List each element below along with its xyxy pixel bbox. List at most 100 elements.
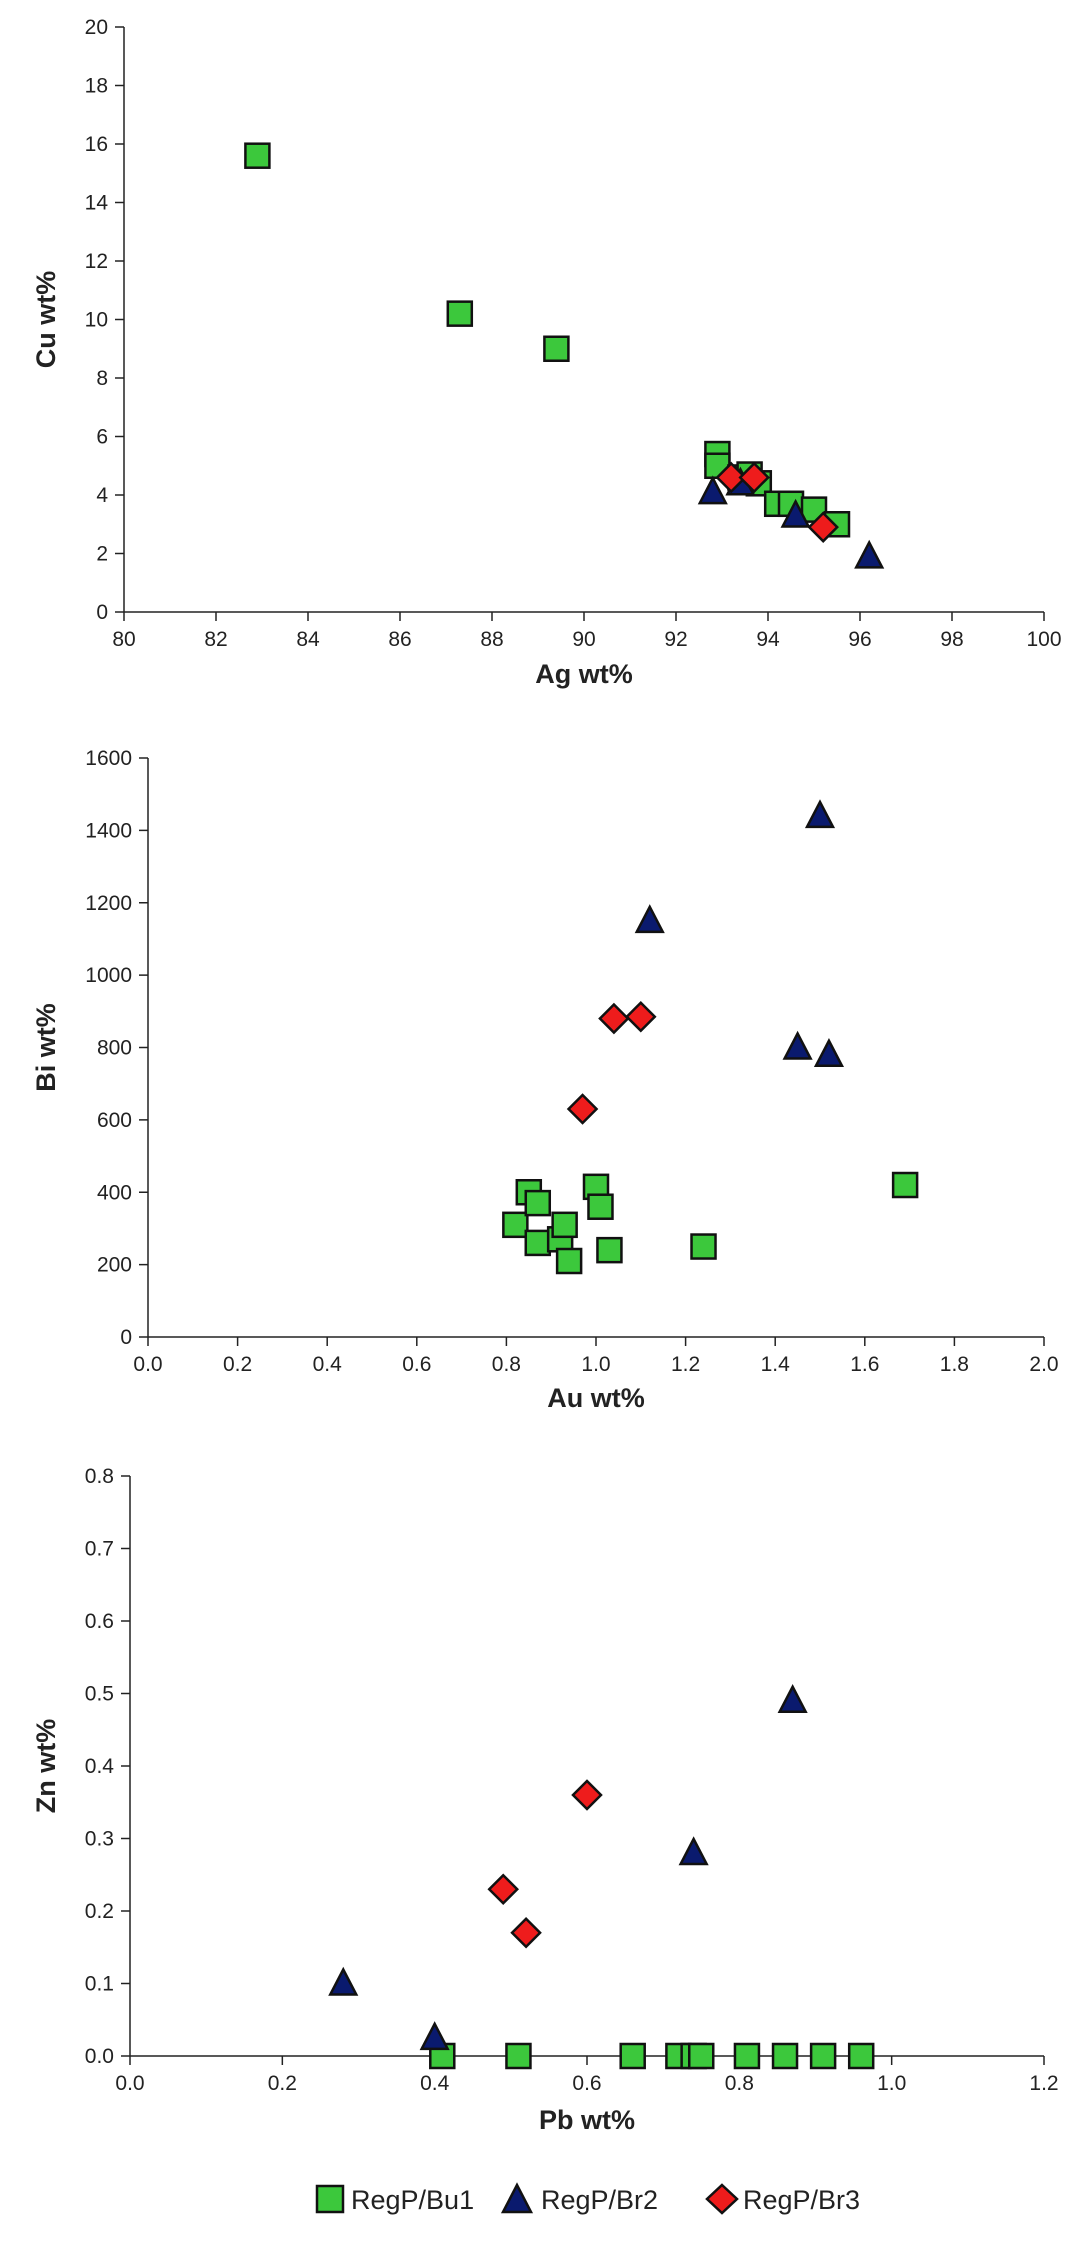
x-tick-label: 0.8 <box>725 2072 754 2095</box>
y-tick-label: 16 <box>85 133 108 156</box>
point-bu1 <box>809 2042 837 2070</box>
x-tick-label: 82 <box>204 628 227 651</box>
point-bu1 <box>505 2042 532 2070</box>
y-tick-label: 0.0 <box>85 2045 114 2068</box>
series-br3 <box>487 1779 603 1949</box>
x-tick-label: 80 <box>112 628 135 651</box>
x-tick-label: 100 <box>1026 628 1061 651</box>
x-tick-label: 0.6 <box>402 1353 431 1376</box>
series-bu1 <box>429 2042 875 2070</box>
x-tick-label: 88 <box>480 628 503 651</box>
y-tick-label: 200 <box>97 1254 132 1277</box>
x-axis-title: Au wt% <box>547 1383 645 1413</box>
series-bu1 <box>502 1171 919 1275</box>
point-bu1 <box>244 142 271 169</box>
point-br2 <box>780 498 811 528</box>
point-br3 <box>807 511 839 543</box>
x-tick-label: 86 <box>388 628 411 651</box>
y-tick-label: 20 <box>85 16 108 39</box>
x-tick-label: 1.4 <box>761 1353 791 1376</box>
legend-marker-square <box>315 2184 345 2214</box>
legend-marker-triangle <box>500 2182 534 2214</box>
legend-item-br2: RegP/Br2 <box>500 2182 658 2215</box>
point-br2 <box>419 2021 450 2051</box>
point-bu1 <box>551 1211 578 1239</box>
x-tick-label: 0.0 <box>133 1353 162 1376</box>
point-br3 <box>625 1000 657 1033</box>
x-tick-label: 98 <box>940 628 963 651</box>
point-br2 <box>813 1038 845 1067</box>
y-tick-label: 0.8 <box>85 1465 114 1488</box>
point-bu1 <box>688 2042 715 2070</box>
point-bu1 <box>587 1193 614 1220</box>
legend-marker-diamond <box>705 2183 739 2215</box>
point-bu1 <box>446 300 474 327</box>
point-br3 <box>598 1002 630 1035</box>
y-tick-label: 6 <box>96 426 108 449</box>
point-br3 <box>738 461 770 494</box>
y-tick-label: 0.4 <box>85 1755 115 1778</box>
y-tick-label: 1600 <box>85 747 132 770</box>
x-tick-label: 1.2 <box>1029 2072 1058 2095</box>
point-bu1 <box>596 1236 623 1264</box>
point-br3 <box>487 1873 519 1906</box>
y-tick-label: 1200 <box>85 892 132 915</box>
series-br2 <box>634 799 845 1067</box>
y-tick-label: 0.1 <box>85 1973 114 1996</box>
y-tick-label: 18 <box>85 75 108 98</box>
x-tick-label: 0.8 <box>492 1353 521 1376</box>
point-bu1 <box>619 2042 646 2070</box>
legend-label-br3: RegP/Br3 <box>743 2185 860 2215</box>
legend: RegP/Bu1 RegP/Br2 RegP/Br3 <box>315 2182 860 2215</box>
y-tick-label: 1000 <box>85 964 132 987</box>
x-tick-label: 0.4 <box>313 1353 343 1376</box>
x-axis-title: Pb wt% <box>539 2105 635 2135</box>
y-tick-label: 2 <box>96 543 108 566</box>
chart-1: 80 82 84 86 88 90 92 94 96 98 100 0 2 4 6 8 10 12 14 16 18 20… <box>31 16 1062 689</box>
x-tick-label: 84 <box>296 628 320 651</box>
point-br2 <box>854 539 885 569</box>
point-br3 <box>510 1916 542 1949</box>
series-br3 <box>715 461 839 543</box>
y-axis-title: Zn wt% <box>31 1719 61 1814</box>
x-tick-label: 1.2 <box>671 1353 700 1376</box>
chart-2: 0.0 0.2 0.4 0.6 0.8 1.0 1.2 1.4 1.6 1.8 2.0 0 200 400… <box>31 747 1059 1413</box>
x-axis-title: Ag wt% <box>535 659 633 689</box>
x-tick-label: 2.0 <box>1029 1353 1058 1376</box>
x-tick-label: 1.6 <box>850 1353 879 1376</box>
y-tick-label: 0.2 <box>85 1900 114 1923</box>
series-br2 <box>328 1684 808 2051</box>
point-bu1 <box>524 1229 552 1257</box>
y-tick-label: 0 <box>96 601 108 624</box>
x-tick-label: 90 <box>572 628 595 651</box>
y-tick-label: 0.5 <box>85 1683 114 1706</box>
point-bu1 <box>524 1189 552 1217</box>
point-bu1 <box>502 1211 529 1239</box>
point-br2 <box>782 1030 813 1060</box>
y-tick-label: 0.7 <box>85 1538 114 1561</box>
x-tick-label: 92 <box>664 628 687 651</box>
point-bu1 <box>891 1171 919 1199</box>
x-tick-label: 96 <box>848 628 871 651</box>
y-tick-label: 4 <box>96 484 108 507</box>
y-axis-title: Bi wt% <box>31 1003 61 1092</box>
x-tick-label: 0.2 <box>268 2072 297 2095</box>
y-axis-title: Cu wt% <box>31 271 61 369</box>
point-br2 <box>777 1684 808 1713</box>
x-tick-label: 1.0 <box>581 1353 610 1376</box>
series-br3 <box>566 1000 657 1125</box>
y-tick-label: 600 <box>97 1109 132 1132</box>
point-br2 <box>328 1966 359 1996</box>
point-br3 <box>566 1093 599 1125</box>
y-tick-label: 10 <box>85 309 108 332</box>
legend-label-br2: RegP/Br2 <box>541 2185 658 2215</box>
point-bu1 <box>733 2042 761 2070</box>
x-tick-label: 0.4 <box>420 2072 450 2095</box>
point-br2 <box>804 799 836 829</box>
y-tick-label: 1400 <box>85 819 132 842</box>
point-br3 <box>571 1779 603 1811</box>
point-bu1 <box>771 2042 799 2070</box>
legend-item-bu1: RegP/Bu1 <box>315 2184 474 2215</box>
x-tick-label: 1.0 <box>877 2072 906 2095</box>
